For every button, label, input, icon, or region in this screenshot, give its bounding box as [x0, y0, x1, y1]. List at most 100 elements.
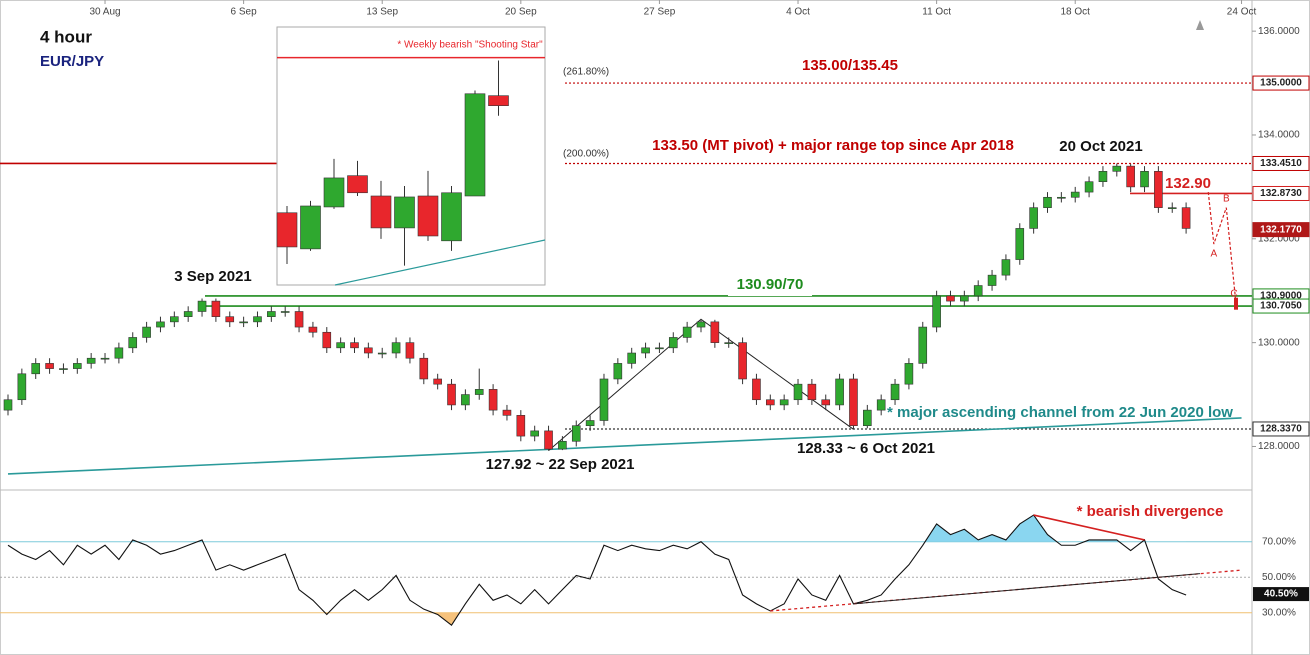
candle-body	[1154, 171, 1163, 208]
candle-body	[211, 300, 221, 317]
wave-label: A	[1210, 249, 1217, 260]
candle-body	[394, 196, 415, 229]
candle-body	[308, 326, 318, 333]
candle-body	[45, 363, 54, 369]
annotation: 133.50 (MT pivot) + major range top sinc…	[652, 137, 1014, 154]
candle-body	[544, 430, 553, 450]
y-tick-label: 134.0000	[1258, 130, 1300, 141]
candle-body	[323, 177, 345, 208]
y-tick-label: 128.0000	[1258, 441, 1300, 452]
annotation: 130.90/70	[737, 276, 804, 293]
price-tag	[1252, 298, 1310, 314]
candle-body	[682, 326, 692, 338]
rsi-tag	[1253, 587, 1309, 602]
price-tag-label: 130.7050	[1260, 301, 1302, 312]
candle-body	[405, 342, 415, 359]
candle-body	[350, 342, 359, 349]
x-tick-label: 6 Sep	[231, 7, 258, 18]
candle-body	[530, 430, 539, 437]
candle-body	[918, 326, 928, 364]
fib-label: (200.00%)	[563, 149, 609, 160]
overbought-fill	[131, 515, 1146, 542]
candle-body	[835, 378, 844, 406]
fib-label: (261.80%)	[563, 67, 609, 78]
annotation: * major ascending channel from 22 Jun 20…	[887, 404, 1233, 421]
candle-body	[655, 347, 664, 350]
candle-body	[280, 311, 290, 313]
candle-body	[1126, 165, 1135, 188]
candle-body	[1181, 207, 1191, 229]
price-tag	[1252, 155, 1310, 171]
label-bg	[728, 276, 812, 296]
price-tag-label: 133.4510	[1260, 158, 1302, 169]
candle-body	[461, 394, 470, 406]
x-tick-label: 13 Sep	[366, 7, 398, 18]
y-tick-label: 30.00%	[1262, 607, 1296, 618]
candle-body	[904, 363, 914, 385]
candle-body	[17, 373, 27, 401]
candle-body	[516, 415, 526, 437]
candle-body	[1070, 191, 1080, 198]
projection-head	[1233, 297, 1238, 310]
candle-body	[170, 316, 179, 323]
candle-body	[890, 383, 900, 401]
price-tag	[1252, 75, 1310, 91]
candle-body	[696, 321, 706, 328]
inset-annotation: * Weekly bearish "Shooting Star"	[397, 40, 543, 51]
candle-body	[370, 195, 392, 229]
candle-body	[1029, 207, 1038, 229]
candle-body	[183, 311, 193, 317]
candle-body	[571, 425, 581, 442]
annotation: * bearish divergence	[1077, 503, 1224, 520]
candle-body	[464, 93, 486, 197]
candle-body	[225, 316, 235, 323]
candle-body	[752, 378, 761, 401]
y-tick-label: 70.00%	[1262, 536, 1296, 547]
candle-body	[364, 347, 373, 354]
candle-body	[738, 342, 747, 380]
chart-title: 4 hour	[40, 27, 92, 46]
candle-body	[86, 357, 96, 364]
chart-subtitle: EUR/JPY	[40, 53, 104, 70]
x-tick-label: 11 Oct	[922, 7, 951, 18]
oversold-fill	[325, 612, 460, 626]
axes: 30 Aug 6 Sep 13 Sep 20 Sep 27 Sep 4 Oct 11 Oct…	[89, 0, 1300, 452]
scroll-icon	[1196, 20, 1204, 30]
x-tick-label: 4 Oct	[786, 7, 810, 18]
candle-body	[441, 192, 462, 242]
candle-body	[1167, 207, 1177, 209]
candle-body	[613, 363, 623, 380]
y-tick-label: 130.0000	[1258, 337, 1300, 348]
candle-body	[1140, 171, 1149, 188]
candle-body	[239, 321, 248, 324]
divergence-line	[1033, 514, 1145, 541]
candle-body	[946, 295, 955, 302]
candle-body	[779, 399, 789, 406]
annotation: 127.92 ~ 22 Sep 2021	[486, 456, 635, 473]
candle-body	[807, 383, 817, 401]
candle-body	[1112, 165, 1122, 172]
inset	[276, 26, 546, 286]
x-tick-label: 27 Sep	[644, 7, 676, 18]
candle-body	[294, 311, 304, 328]
candle-body	[1015, 228, 1025, 260]
y-tick-label: 50.00%	[1262, 572, 1296, 583]
candle-body	[1098, 171, 1108, 183]
candle-body	[3, 399, 13, 411]
x-tick-label: 18 Oct	[1060, 7, 1090, 18]
price-tag	[1252, 421, 1310, 437]
price-tags: 135.0000 133.4510 132.8730 132.1770 130.9000…	[1252, 75, 1310, 602]
candle-body	[31, 363, 41, 375]
price-tag-label: 135.0000	[1260, 78, 1302, 89]
annotation: 3 Sep 2021	[174, 268, 252, 285]
projection-path	[1207, 192, 1237, 304]
price-tag-label: 128.3370	[1260, 424, 1302, 435]
y-tick-label: 136.0000	[1258, 26, 1300, 37]
wave-label: C	[1230, 288, 1237, 299]
candle-body	[142, 326, 151, 338]
candle-body	[627, 352, 637, 364]
candle-body	[447, 383, 456, 406]
price-tag	[1252, 185, 1310, 201]
inset-channel	[334, 239, 546, 286]
